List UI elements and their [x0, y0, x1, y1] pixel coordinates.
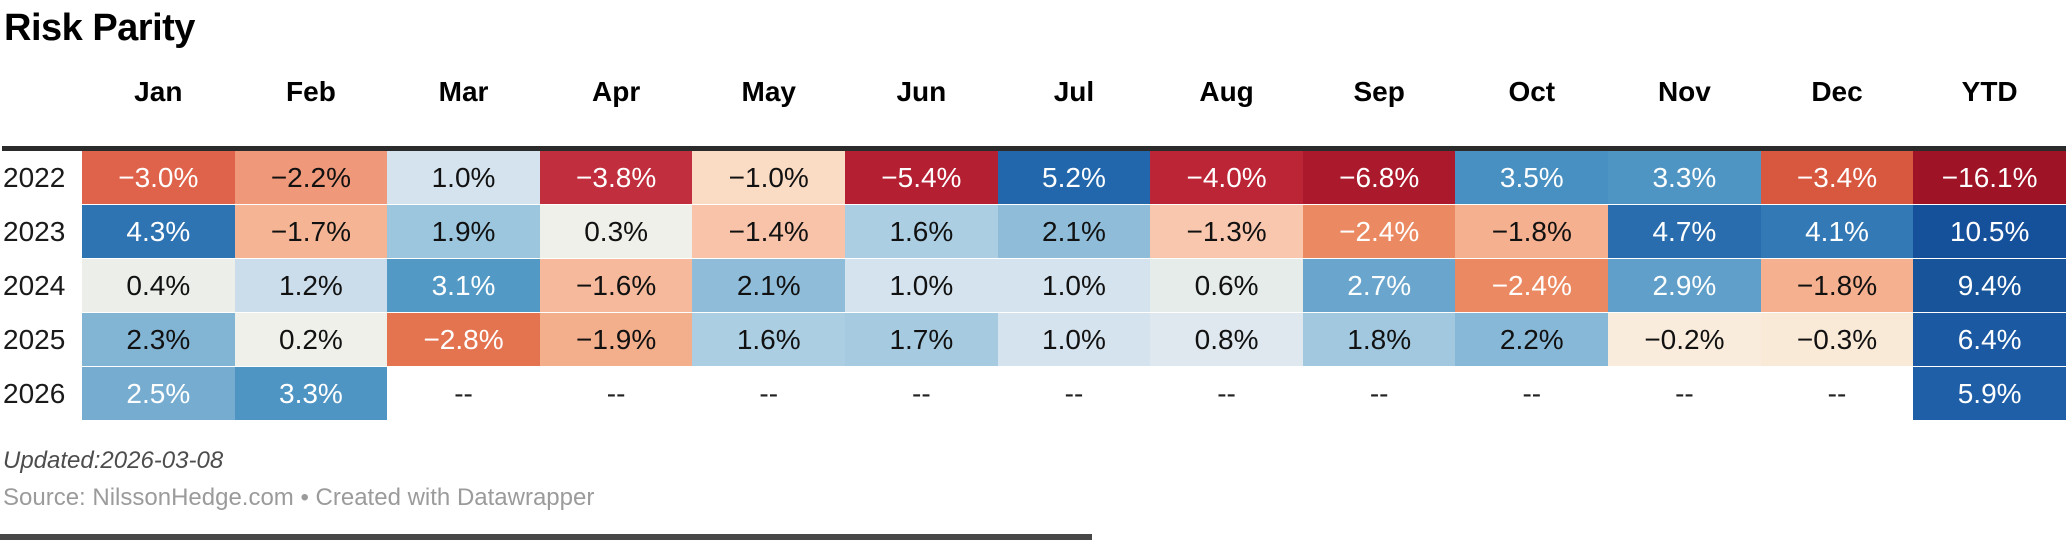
row-year-label: 2024	[2, 258, 82, 313]
updated-note: Updated:2026-03-08	[3, 447, 224, 474]
heatmap-cell-2026-jan: 2.5%	[82, 366, 235, 420]
table-row: 2023 4.3% −1.7% 1.9% 0.3% −1.4% 1.6% 2.1% −1.3% −…	[2, 204, 2066, 259]
heatmap-cell-2023-oct: −1.8%	[1455, 204, 1609, 259]
header-row: Jan Feb Mar Apr May Jun Jul Aug Sep Oct Nov Dec YTD	[2, 50, 2066, 149]
column-header-may: May	[741, 76, 796, 107]
column-header-nov: Nov	[1657, 76, 1711, 107]
bottom-bar	[0, 534, 1092, 540]
table-row: 2024 0.4% 1.2% 3.1% −1.6% 2.1% 1.0% 1.0% 0.6% 2.7…	[2, 258, 2066, 313]
heatmap-cell-2024-oct: −2.4%	[1455, 258, 1609, 313]
heatmap-cell-2024-jan: 0.4%	[82, 258, 235, 313]
heatmap-cell-2024-dec: −1.8%	[1760, 258, 1914, 313]
heatmap-cell-2025-jan: 2.3%	[82, 312, 235, 367]
page-title: Risk Parity	[4, 7, 195, 49]
heatmap-cell-2022-apr: −3.8%	[539, 148, 693, 205]
heatmap-cell-2023-dec: 4.1%	[1760, 204, 1914, 259]
datawrapper-embed: Risk Parity Jan Feb Mar Apr May Jun Jul Aug Sep O…	[0, 6, 2066, 512]
heatmap-cell-2024-feb: 1.2%	[234, 258, 388, 313]
heatmap-cell-2025-nov: −0.2%	[1608, 312, 1761, 367]
heatmap-cell-2026-sep: --	[1302, 366, 1456, 420]
column-header-jul: Jul	[1053, 76, 1095, 107]
heatmap-table: Jan Feb Mar Apr May Jun Jul Aug Sep Oct Nov Dec YTD …	[2, 50, 2066, 420]
heatmap-cell-2022-jan: −3.0%	[82, 148, 235, 205]
column-header-ytd: YTD	[1961, 76, 2018, 107]
table-row: 2025 2.3% 0.2% −2.8% −1.9% 1.6% 1.7% 1.0% 0.8% 1.…	[2, 312, 2066, 367]
row-year-label: 2022	[2, 148, 82, 205]
heatmap-cell-2023-may: −1.4%	[692, 204, 846, 259]
heatmap-cell-2023-nov: 4.7%	[1608, 204, 1761, 259]
heatmap-cell-2026-may: --	[692, 366, 846, 420]
heatmap-cell-2025-feb: 0.2%	[234, 312, 388, 367]
heatmap-cell-2026-nov: --	[1608, 366, 1761, 420]
heatmap-cell-2022-sep: −6.8%	[1302, 148, 1456, 205]
heatmap-cell-2022-ytd: −16.1%	[1913, 148, 2066, 205]
heatmap-cell-2026-aug: --	[1150, 366, 1303, 420]
column-header-apr: Apr	[592, 76, 641, 107]
heatmap-cell-2026-jul: --	[997, 366, 1151, 420]
heatmap-cell-2024-jul: 1.0%	[997, 258, 1151, 313]
heatmap-cell-2025-mar: −2.8%	[387, 312, 540, 367]
heatmap-cell-2023-ytd: 10.5%	[1913, 204, 2066, 259]
heatmap-cell-2022-nov: 3.3%	[1608, 148, 1761, 205]
heatmap-cell-2024-apr: −1.6%	[539, 258, 693, 313]
column-header-dec: Dec	[1811, 76, 1863, 107]
heatmap-cell-2022-aug: −4.0%	[1150, 148, 1303, 205]
heatmap-cell-2023-apr: 0.3%	[539, 204, 693, 259]
heatmap-cell-2023-sep: −2.4%	[1302, 204, 1456, 259]
heatmap-cell-2022-jun: −5.4%	[845, 148, 998, 205]
row-year-label: 2026	[2, 366, 82, 420]
heatmap-cell-2023-jul: 2.1%	[997, 204, 1151, 259]
heatmap-cell-2024-may: 2.1%	[692, 258, 846, 313]
heatmap-cell-2026-ytd: 5.9%	[1913, 366, 2066, 420]
heatmap-cell-2026-mar: --	[387, 366, 540, 420]
column-header-oct: Oct	[1508, 76, 1556, 107]
column-header-sep: Sep	[1353, 76, 1405, 107]
heatmap-cell-2026-feb: 3.3%	[234, 366, 388, 420]
row-year-label: 2025	[2, 312, 82, 367]
heatmap-cell-2023-feb: −1.7%	[234, 204, 388, 259]
heatmap-cell-2022-mar: 1.0%	[387, 148, 540, 205]
heatmap-cell-2022-may: −1.0%	[692, 148, 846, 205]
heatmap-cell-2024-mar: 3.1%	[387, 258, 540, 313]
table-body: 2022 −3.0% −2.2% 1.0% −3.8% −1.0% −5.4% 5.2% −4.…	[2, 148, 2066, 420]
heatmap-cell-2024-aug: 0.6%	[1150, 258, 1303, 313]
column-header-jan: Jan	[134, 76, 183, 107]
heatmap-cell-2025-dec: −0.3%	[1760, 312, 1914, 367]
column-header-mar: Mar	[438, 76, 489, 107]
heatmap-cell-2025-jul: 1.0%	[997, 312, 1151, 367]
column-header-jun: Jun	[896, 76, 947, 107]
heatmap-cell-2024-nov: 2.9%	[1608, 258, 1761, 313]
heatmap-cell-2022-jul: 5.2%	[997, 148, 1151, 205]
heatmap-cell-2023-jan: 4.3%	[82, 204, 235, 259]
heatmap-cell-2025-apr: −1.9%	[539, 312, 693, 367]
corner-cell	[2, 50, 82, 149]
row-year-label: 2023	[2, 204, 82, 259]
heatmap-cell-2025-sep: 1.8%	[1302, 312, 1456, 367]
heatmap-cell-2025-jun: 1.7%	[845, 312, 998, 367]
heatmap-cell-2025-aug: 0.8%	[1150, 312, 1303, 367]
heatmap-cell-2026-dec: --	[1760, 366, 1914, 420]
heatmap-cell-2024-sep: 2.7%	[1302, 258, 1456, 313]
heatmap-cell-2022-oct: 3.5%	[1455, 148, 1609, 205]
heatmap-cell-2025-may: 1.6%	[692, 312, 846, 367]
heatmap-cell-2023-mar: 1.9%	[387, 204, 540, 259]
heatmap-cell-2026-oct: --	[1455, 366, 1609, 420]
table-row: 2022 −3.0% −2.2% 1.0% −3.8% −1.0% −5.4% 5.2% −4.…	[2, 148, 2066, 205]
heatmap-cell-2023-aug: −1.3%	[1150, 204, 1303, 259]
heatmap-cell-2026-jun: --	[845, 366, 998, 420]
heatmap-cell-2022-feb: −2.2%	[234, 148, 388, 205]
heatmap-cell-2025-ytd: 6.4%	[1913, 312, 2066, 367]
table-row: 2026 2.5% 3.3% -- -- -- -- -- -- -- -- -- -- 5.9%	[2, 366, 2066, 420]
column-header-aug: Aug	[1199, 76, 1254, 107]
heatmap-cell-2026-apr: --	[539, 366, 693, 420]
source-note: Source: NilssonHedge.com • Created with …	[3, 484, 595, 511]
heatmap-cell-2025-oct: 2.2%	[1455, 312, 1609, 367]
heatmap-cell-2024-ytd: 9.4%	[1913, 258, 2066, 313]
heatmap-cell-2022-dec: −3.4%	[1760, 148, 1914, 205]
heatmap-cell-2024-jun: 1.0%	[845, 258, 998, 313]
heatmap-cell-2023-jun: 1.6%	[845, 204, 998, 259]
column-header-feb: Feb	[286, 76, 336, 107]
